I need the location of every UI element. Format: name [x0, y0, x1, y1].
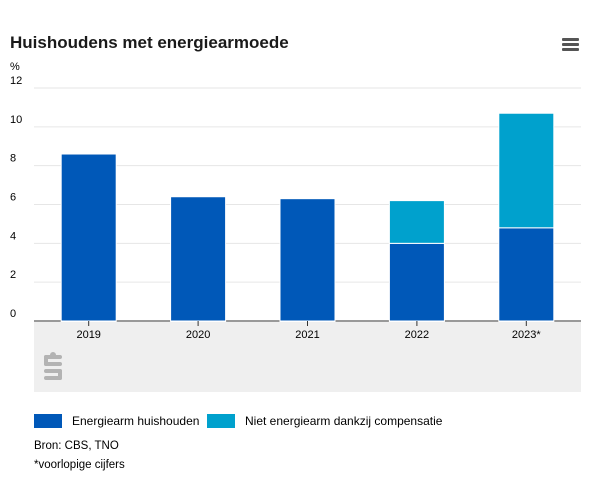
bars — [60, 112, 555, 322]
footnote: *voorlopige cijfers — [34, 459, 125, 471]
x-tick-label: 2023* — [512, 329, 541, 341]
legend-item-series2[interactable]: Niet energiearm dankzij compensatie — [207, 414, 442, 428]
y-tick-label: 4 — [10, 230, 16, 242]
chart-title: Huishoudens met energiearmoede — [10, 33, 289, 52]
lower-plot-band — [34, 322, 581, 392]
y-tick-label: 10 — [10, 114, 22, 126]
legend-label: Energiearm huishouden — [72, 414, 200, 428]
bar-compensatie-2022[interactable] — [388, 200, 445, 244]
bar-energiearm-2021[interactable] — [279, 198, 336, 322]
bar-energiearm-2019[interactable] — [60, 153, 117, 322]
x-tick-label: 2020 — [186, 329, 210, 341]
x-tick-label: 2022 — [405, 329, 429, 341]
legend-swatch — [207, 414, 235, 428]
x-tick-label: 2019 — [76, 329, 100, 341]
y-tick-label: 0 — [10, 308, 16, 320]
bar-compensatie-2023[interactable] — [498, 112, 555, 229]
bar-energiearm-2023[interactable] — [498, 227, 555, 322]
hamburger-menu-icon[interactable] — [562, 38, 580, 52]
x-axis-ticks: 2019 2020 2021 2022 2023* — [76, 321, 541, 341]
bar-energiearm-2022[interactable] — [388, 242, 445, 322]
source-note: Bron: CBS, TNO — [34, 440, 119, 452]
x-tick-label: 2021 — [295, 329, 319, 341]
legend-swatch — [34, 414, 62, 428]
y-tick-label: 2 — [10, 269, 16, 281]
y-axis-unit: % — [10, 61, 20, 73]
y-tick-label: 8 — [10, 153, 16, 165]
cbs-logo-icon — [44, 352, 62, 380]
legend-item-series1[interactable]: Energiearm huishouden — [34, 414, 199, 428]
legend-label: Niet energiearm dankzij compensatie — [245, 414, 443, 428]
y-axis-ticks: 0 2 4 6 8 10 12 — [10, 75, 22, 320]
bar-energiearm-2020[interactable] — [170, 196, 227, 322]
y-tick-label: 6 — [10, 192, 16, 204]
y-tick-label: 12 — [10, 75, 22, 87]
